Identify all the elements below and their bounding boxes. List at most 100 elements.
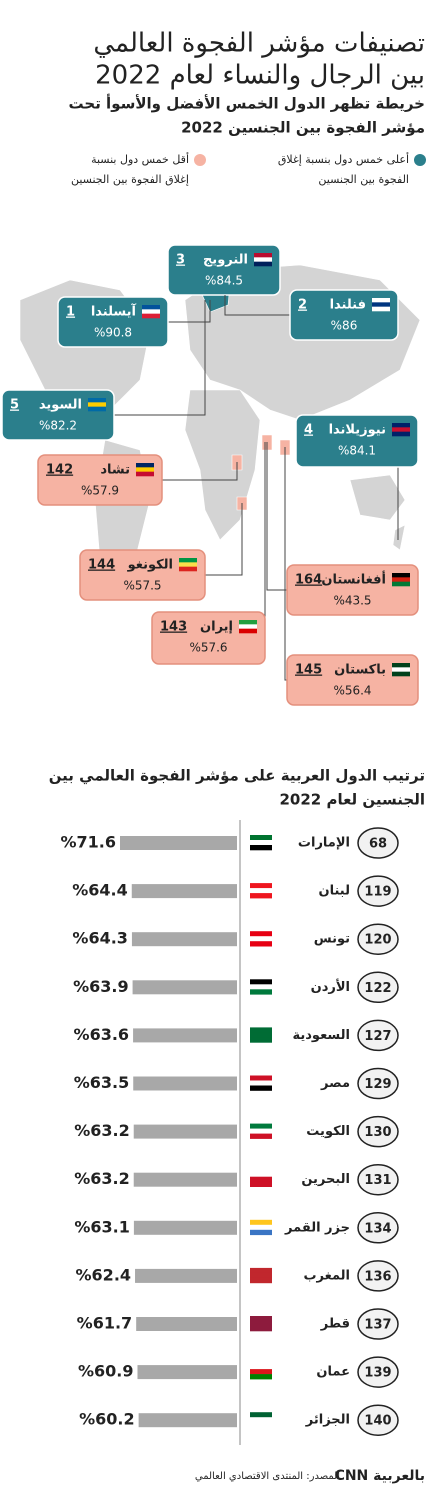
flag bbox=[250, 936, 272, 942]
flag bbox=[372, 298, 390, 303]
bar bbox=[132, 980, 237, 995]
callout-rank: 2 bbox=[298, 298, 307, 313]
rank: 137 bbox=[364, 1318, 391, 1333]
flag bbox=[239, 624, 257, 629]
rank-badge bbox=[357, 1308, 399, 1340]
flag bbox=[250, 840, 272, 846]
chart-title: ترتيب الدول العربية على مؤشر الفجوة العا… bbox=[49, 767, 425, 785]
bar bbox=[131, 932, 237, 947]
flag bbox=[88, 406, 106, 412]
chart-title: الجنسين لعام 2022 bbox=[279, 791, 425, 809]
callout-name: فنلندا bbox=[330, 298, 366, 313]
flag bbox=[250, 1171, 272, 1177]
bar bbox=[135, 1268, 237, 1283]
flag bbox=[250, 1176, 272, 1182]
rank-badge bbox=[357, 1163, 399, 1196]
callout-name: آيسلندا bbox=[91, 303, 137, 320]
callout-name: النرويج bbox=[203, 253, 248, 268]
flag bbox=[250, 1412, 272, 1418]
category-label: البحرين bbox=[301, 1172, 350, 1187]
rank-badge bbox=[357, 1067, 399, 1100]
flag bbox=[88, 402, 106, 407]
flag bbox=[250, 1277, 272, 1284]
flag bbox=[250, 1133, 272, 1139]
callout-rank: 164 bbox=[295, 573, 322, 588]
callout-name: نيوزيلاندا bbox=[329, 423, 386, 438]
callout-share: %84.1 bbox=[338, 444, 376, 458]
value-label: %63.5 bbox=[74, 1073, 130, 1092]
flag bbox=[250, 1080, 272, 1086]
legend-label: إغلاق الفجوة بين الجنسين bbox=[71, 173, 189, 186]
flag bbox=[392, 671, 410, 677]
flag bbox=[250, 1075, 272, 1081]
rank-badge bbox=[357, 1115, 399, 1148]
flag bbox=[250, 1267, 272, 1274]
flag bbox=[250, 1128, 272, 1134]
flag bbox=[142, 313, 160, 319]
callout-box bbox=[295, 414, 419, 468]
bar bbox=[133, 1220, 237, 1235]
rank-badge bbox=[357, 1019, 399, 1052]
subtitle-line: خريطة تظهر الدول الخمس الأفضل والأسوأ تح… bbox=[69, 94, 425, 113]
callout-name: إيران bbox=[200, 620, 233, 635]
callout-box bbox=[286, 564, 419, 616]
bar bbox=[120, 836, 237, 850]
rank: 136 bbox=[364, 1269, 391, 1284]
rank: 131 bbox=[364, 1173, 391, 1188]
category-label: المغرب bbox=[303, 1268, 350, 1283]
callout-name: تشاد bbox=[100, 463, 130, 478]
callout-box bbox=[151, 611, 266, 665]
callout-box bbox=[167, 244, 281, 296]
flag bbox=[179, 566, 197, 572]
value-label: %63.6 bbox=[74, 1025, 130, 1044]
rank-badge bbox=[357, 923, 399, 955]
value-label: %63.2 bbox=[74, 1121, 130, 1140]
title-line: بين الرجال والنساء لعام 2022 bbox=[95, 61, 425, 91]
rank: 130 bbox=[364, 1125, 391, 1140]
value-label: %63.2 bbox=[74, 1169, 130, 1188]
flag bbox=[392, 573, 410, 578]
flag bbox=[250, 1085, 272, 1091]
callout-share: %43.5 bbox=[333, 594, 371, 608]
bar bbox=[137, 1365, 237, 1380]
callout-share: %82.2 bbox=[39, 419, 77, 433]
flag bbox=[250, 1224, 272, 1231]
value-label: %62.4 bbox=[76, 1265, 132, 1284]
callout-rank: 142 bbox=[46, 463, 73, 478]
callout-box bbox=[1, 389, 115, 441]
rank-badge bbox=[357, 971, 399, 1004]
callout-box bbox=[286, 654, 419, 706]
category-label: مصر bbox=[320, 1076, 350, 1091]
flag bbox=[392, 581, 410, 587]
flag bbox=[250, 1272, 272, 1279]
flag bbox=[392, 427, 410, 432]
flag bbox=[136, 467, 154, 472]
flag bbox=[250, 845, 272, 851]
rank: 122 bbox=[364, 981, 391, 996]
bar bbox=[136, 1317, 237, 1331]
subtitle-line: مؤشر الفجوة بين الجنسين 2022 bbox=[181, 119, 425, 137]
flag bbox=[142, 305, 160, 310]
rank-badge bbox=[357, 1260, 399, 1292]
callout-name: أفغانستان bbox=[321, 571, 386, 588]
rank: 68 bbox=[369, 837, 387, 852]
flag bbox=[372, 302, 390, 307]
callout-box bbox=[79, 549, 206, 601]
flag bbox=[250, 835, 272, 841]
category-label: الإمارات bbox=[298, 836, 350, 851]
callout-share: %90.8 bbox=[94, 326, 132, 340]
legend-label: الفجوة بين الجنسين bbox=[318, 173, 409, 186]
value-label: %60.2 bbox=[79, 1410, 135, 1429]
rank: 140 bbox=[364, 1414, 391, 1429]
flag bbox=[179, 558, 197, 563]
flag bbox=[250, 1037, 272, 1043]
flag bbox=[250, 931, 272, 937]
callout-name: الكونغو bbox=[127, 558, 173, 573]
rank-badge bbox=[357, 1356, 399, 1388]
flag bbox=[250, 1321, 272, 1327]
callout-share: %57.5 bbox=[123, 579, 161, 593]
legend-label: أعلى خمس دول بنسبة إغلاق bbox=[278, 152, 409, 166]
flag bbox=[250, 1422, 272, 1428]
category-label: جزر القمر bbox=[284, 1220, 350, 1235]
